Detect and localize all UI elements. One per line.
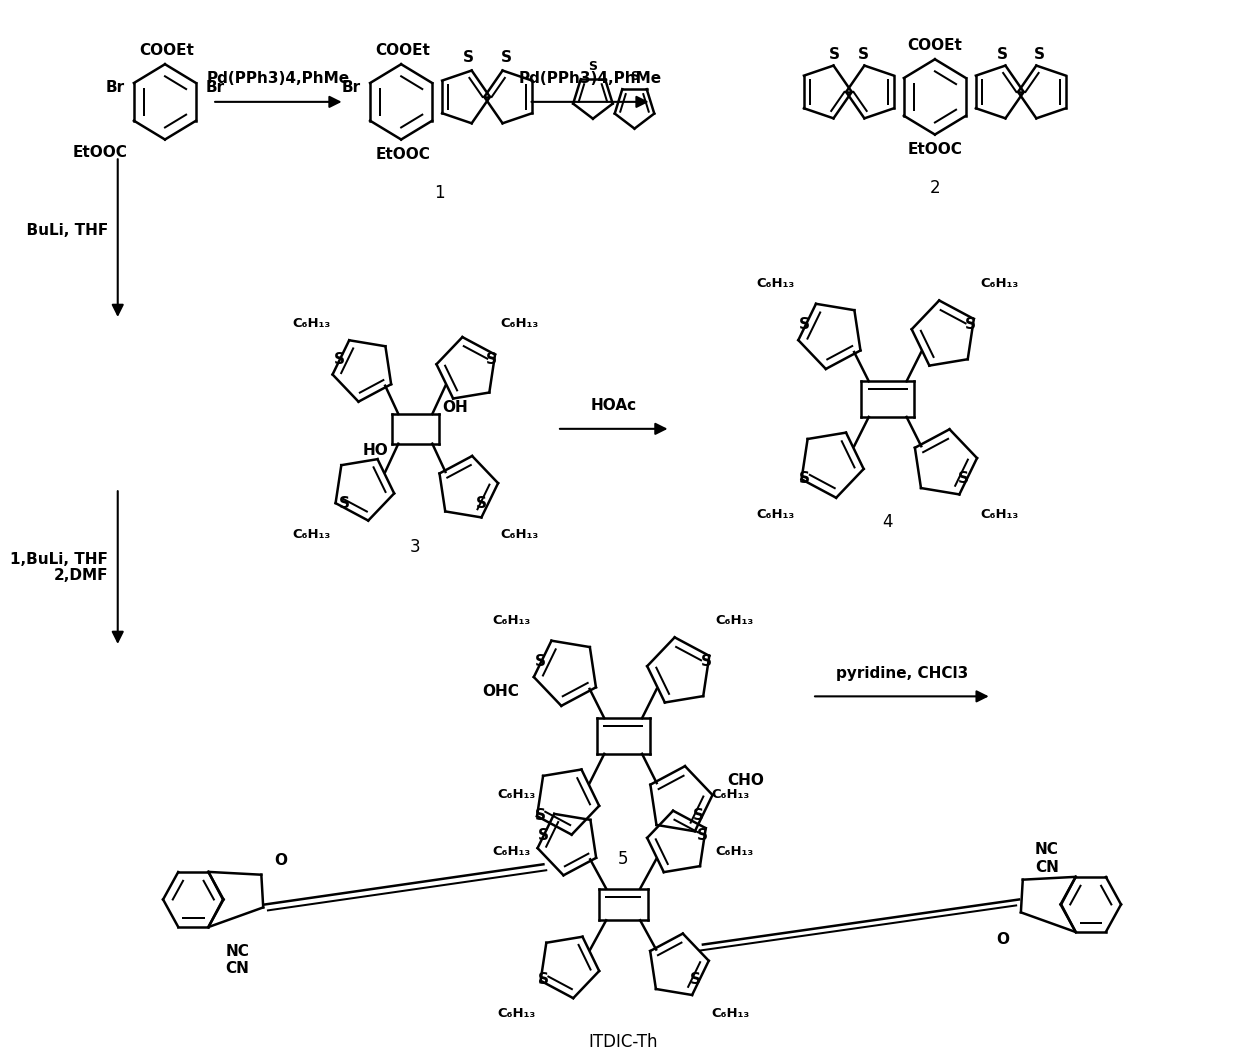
Text: EtOOC: EtOOC	[72, 145, 128, 161]
Text: S: S	[689, 972, 701, 987]
Text: S: S	[335, 352, 345, 367]
Text: S: S	[965, 317, 976, 332]
Text: S: S	[799, 317, 810, 332]
Text: COOEt: COOEt	[139, 43, 195, 58]
Text: NC: NC	[1035, 842, 1059, 857]
Text: S: S	[701, 654, 712, 669]
Text: OH: OH	[441, 400, 467, 415]
Text: S: S	[534, 654, 546, 669]
Text: C₆H₁₃: C₆H₁₃	[981, 508, 1018, 522]
Text: C₆H₁₃: C₆H₁₃	[293, 316, 330, 330]
Text: COOEt: COOEt	[908, 38, 962, 53]
Text: BuLi, THF: BuLi, THF	[16, 222, 108, 238]
Text: S: S	[1034, 48, 1045, 62]
Text: 4: 4	[883, 513, 893, 531]
Text: S: S	[534, 807, 546, 823]
Text: CHO: CHO	[727, 773, 764, 788]
Text: S: S	[830, 48, 841, 62]
Text: pyridine, CHCl3: pyridine, CHCl3	[836, 665, 968, 680]
Text: C₆H₁₃: C₆H₁₃	[715, 614, 754, 627]
Text: HO: HO	[363, 443, 389, 458]
Text: S: S	[799, 471, 810, 486]
Text: S: S	[697, 827, 708, 842]
Text: EtOOC: EtOOC	[376, 147, 430, 163]
Text: S: S	[501, 50, 512, 66]
Text: 3: 3	[410, 537, 420, 555]
Text: S: S	[476, 495, 487, 511]
Text: HOAc: HOAc	[590, 398, 637, 413]
Text: O: O	[997, 932, 1009, 947]
Text: S: S	[485, 352, 496, 367]
Text: 1: 1	[434, 184, 444, 202]
Text: S: S	[858, 48, 868, 62]
Text: ITDIC-Th: ITDIC-Th	[589, 1034, 658, 1052]
Text: C₆H₁₃: C₆H₁₃	[501, 528, 538, 541]
Text: C₆H₁₃: C₆H₁₃	[492, 845, 531, 858]
Text: EtOOC: EtOOC	[908, 143, 962, 158]
Text: OHC: OHC	[482, 683, 520, 699]
Text: C₆H₁₃: C₆H₁₃	[293, 528, 330, 541]
Text: S: S	[957, 471, 968, 486]
Text: C₆H₁₃: C₆H₁₃	[756, 508, 795, 522]
Text: Pd(PPh3)4,PhMe: Pd(PPh3)4,PhMe	[207, 71, 350, 86]
Text: S: S	[463, 50, 474, 66]
Text: 5: 5	[618, 850, 629, 868]
Text: S: S	[538, 827, 549, 842]
Text: Br: Br	[105, 80, 124, 95]
Text: S: S	[693, 807, 704, 823]
Text: C₆H₁₃: C₆H₁₃	[492, 614, 531, 627]
Text: S: S	[589, 60, 598, 73]
Text: C₆H₁₃: C₆H₁₃	[501, 316, 538, 330]
Text: Pd(PPh3)4,PhMe: Pd(PPh3)4,PhMe	[518, 71, 662, 86]
Text: Br: Br	[341, 80, 361, 95]
Text: Br: Br	[206, 80, 224, 95]
Text: C₆H₁₃: C₆H₁₃	[981, 277, 1018, 290]
Text: C₆H₁₃: C₆H₁₃	[715, 845, 754, 858]
Text: NC: NC	[226, 944, 249, 959]
Text: COOEt: COOEt	[376, 43, 430, 58]
Text: O: O	[274, 853, 288, 868]
Text: CN: CN	[1035, 860, 1059, 875]
Text: 1,BuLi, THF: 1,BuLi, THF	[10, 552, 108, 567]
Text: 2,DMF: 2,DMF	[53, 568, 108, 583]
Text: 2: 2	[930, 179, 940, 197]
Text: S: S	[538, 972, 549, 987]
Text: C₆H₁₃: C₆H₁₃	[711, 788, 749, 801]
Text: C₆H₁₃: C₆H₁₃	[711, 1007, 749, 1021]
Text: C₆H₁₃: C₆H₁₃	[497, 788, 536, 801]
Text: C₆H₁₃: C₆H₁₃	[756, 277, 795, 290]
Text: CN: CN	[226, 961, 249, 975]
Text: S: S	[997, 48, 1007, 62]
Text: S: S	[339, 495, 350, 511]
Text: C₆H₁₃: C₆H₁₃	[497, 1007, 536, 1021]
Text: S: S	[630, 70, 639, 83]
